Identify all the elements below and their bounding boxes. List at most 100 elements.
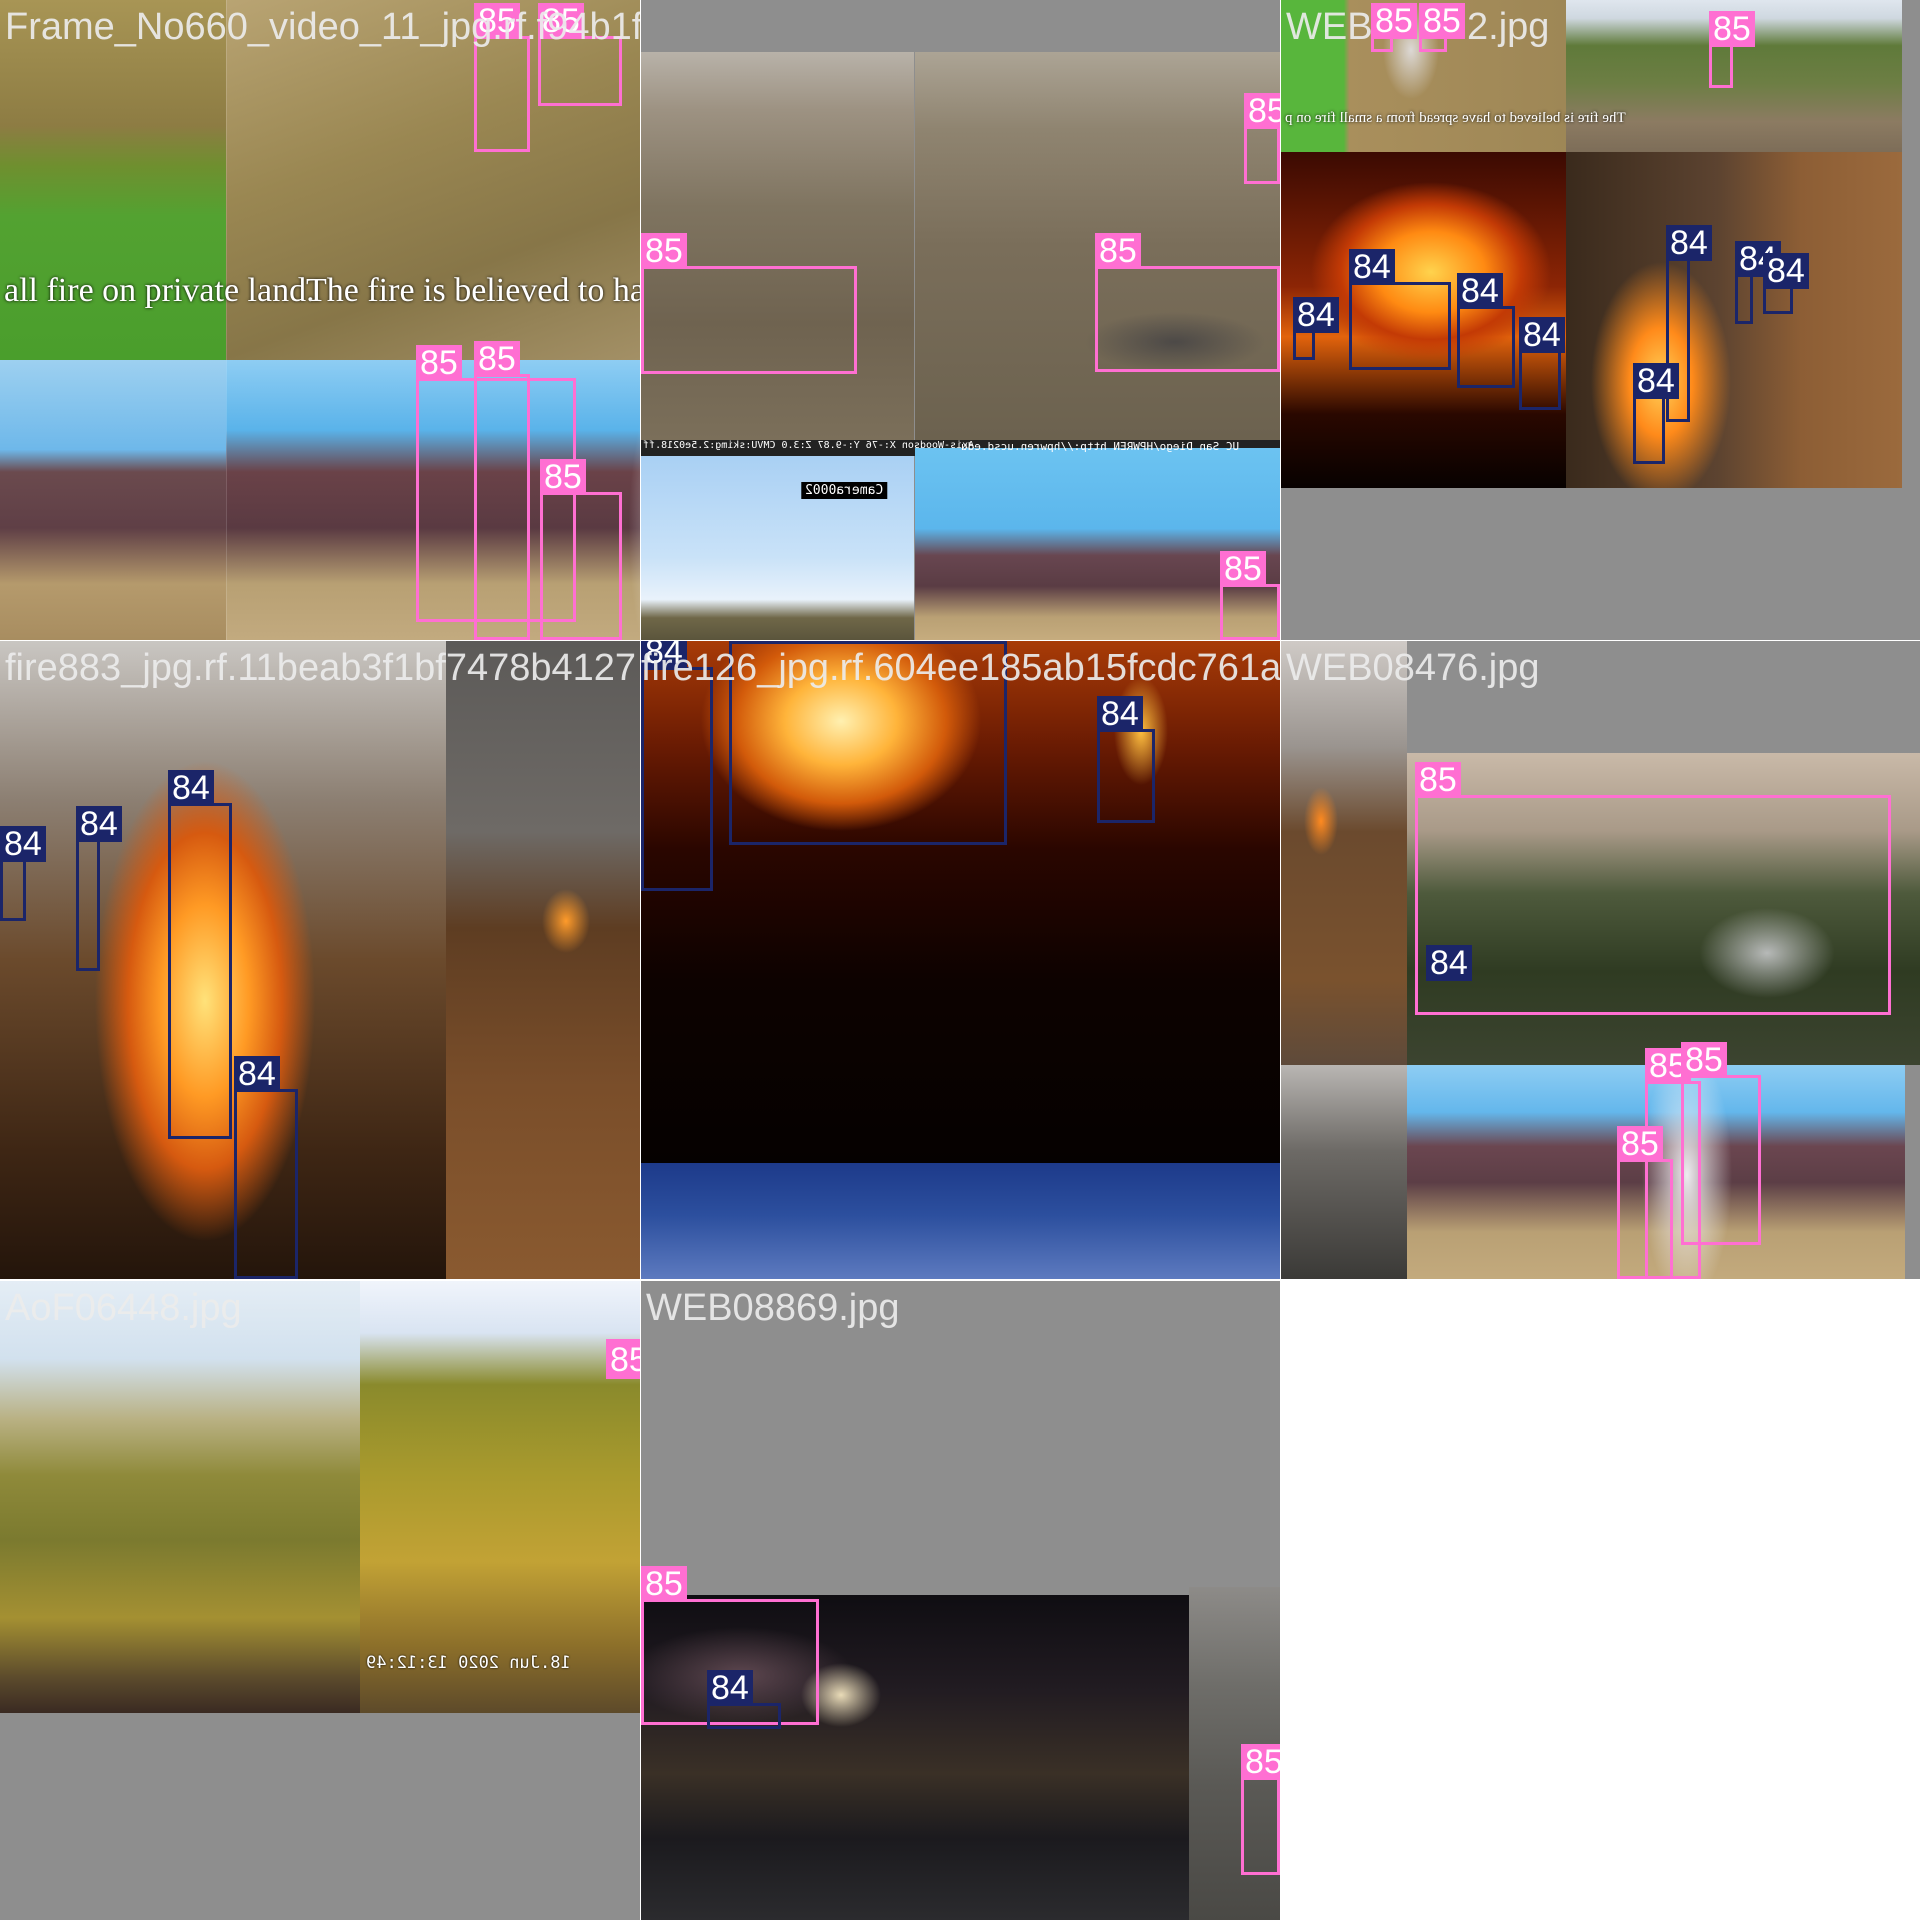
class-label: 85 — [1681, 1042, 1727, 1078]
fire-box: 84 — [1763, 253, 1809, 314]
class-label: 85 — [606, 1342, 640, 1378]
smoke-box: 85 — [641, 233, 857, 374]
smoke-box: 85 — [1617, 1126, 1673, 1279]
class-label: 85 — [641, 1566, 687, 1602]
fire-box: 84 — [1349, 249, 1451, 370]
class-label: 85 — [538, 3, 584, 39]
class-label: 84 — [1763, 253, 1809, 289]
class-label: 84 — [707, 1670, 753, 1706]
moorland-photo-left — [0, 360, 226, 640]
class-label: 85 — [1371, 3, 1417, 39]
night-street-photo — [641, 1595, 1189, 1920]
fire-box: 84 — [1519, 317, 1565, 410]
mirrored-video-caption: The fire is believed to have spread from… — [1285, 110, 1626, 126]
barn-fire-photo — [1281, 641, 1407, 1065]
class-label: 85 — [416, 345, 462, 381]
moorland-smoke-photo — [1407, 1065, 1905, 1279]
grid-separator — [0, 1280, 1280, 1281]
tile-fire883: fire883_jpg.rf.11beab3f1bf7478b4127 84 8… — [0, 641, 640, 1279]
class-label: 84 — [234, 1056, 280, 1092]
class-label: 85 — [540, 459, 586, 495]
smoke-box: 85 — [1419, 3, 1465, 52]
class-label: 85 — [474, 341, 520, 377]
fire-box: 84 — [1735, 241, 1781, 324]
aerial-smoke-photo — [226, 0, 640, 360]
class-label: 84 — [1426, 945, 1472, 981]
smoke-box: 85 — [538, 3, 622, 106]
class-label: 85 — [1244, 93, 1280, 129]
class-label: 85 — [1415, 762, 1461, 798]
sunlit-hill-photo — [360, 1281, 640, 1713]
smoke-box: 85 — [1415, 762, 1891, 1015]
class-label: 84 — [1457, 273, 1503, 309]
moorland-smoke-photo — [226, 360, 640, 640]
tile-web08869: WEB08869.jpg 85 84 85 — [641, 1281, 1280, 1920]
class-label: 84 — [76, 806, 122, 842]
class-label: 84 — [1349, 249, 1395, 285]
class-label: 85 — [1220, 551, 1266, 587]
class-label: 84 — [168, 770, 214, 806]
tile-aof06448: AoF06448.jpg 18.Jun 2020 13:12:49 85 — [0, 1281, 640, 1920]
class-label: 84 — [1633, 363, 1679, 399]
tile-frame-no660: Frame_No660_video_11_jpg.rf.f94b1f2ebb7 … — [0, 0, 640, 640]
tile-web08892: WEB 2.jpg The fire is believed to have s… — [1281, 0, 1920, 640]
axis-stamp: Axis-Woodson X:-76 Y:-9.87 Z:3.0 CMVU:sk… — [643, 440, 975, 451]
smoke-box: 85 — [606, 1339, 640, 1379]
fire-box: 84 — [168, 770, 232, 1139]
tile-seam — [226, 0, 227, 640]
video-caption: The fire is believed to have spread fror — [306, 272, 640, 309]
smoke-box: 85 — [1244, 93, 1280, 184]
grid-separator — [640, 0, 641, 1920]
fire-box: 84 — [1457, 273, 1515, 388]
smoke-box: 85 — [1220, 551, 1280, 640]
camera-stamp: Camera0002 — [801, 482, 888, 499]
class-label: 85 — [1095, 233, 1141, 269]
class-label: 84 — [1293, 297, 1339, 333]
fire-box: 84 — [729, 641, 1007, 845]
smoke-box: 85 — [1095, 233, 1280, 372]
class-label: 84 — [641, 641, 687, 670]
hpwren-stamp: UC San Diego/HPWREN http://hpwren.ucsd.e… — [961, 440, 1240, 453]
smoke-box: 85 — [416, 345, 576, 622]
smoke-box: 85 — [1681, 1042, 1761, 1245]
class-label: 85 — [474, 3, 520, 39]
fire-box: 84 — [76, 806, 122, 971]
class-label: 85 — [641, 233, 687, 269]
moorland-photo — [915, 448, 1280, 640]
smoke-box: 85 — [641, 1566, 819, 1725]
class-label: 84 — [729, 641, 775, 644]
tile-web08476: WEB08476.jpg 85 84 85 85 85 — [1281, 641, 1920, 1279]
fire-box: 84 — [1633, 363, 1679, 464]
smoke-box: 85 — [1371, 3, 1417, 52]
class-label: 85 — [1617, 1126, 1663, 1162]
tile-pirodataset00588: PiroDataset00588.jpg Camera0002 UC San D… — [641, 0, 1280, 640]
forest-fire-photo — [0, 641, 446, 1279]
class-label: 84 — [0, 826, 46, 862]
fire-box: 84 — [1426, 945, 1472, 981]
fire-box: 84 — [0, 826, 46, 921]
class-label: 84 — [1519, 317, 1565, 353]
grid-separator — [0, 640, 1920, 641]
video-caption: all fire on private land. — [4, 272, 315, 309]
smoke-box: 85 — [1241, 1744, 1280, 1875]
forest-barn-fire-photo — [1566, 152, 1902, 488]
barn-fire-photo — [446, 641, 640, 1279]
tile-fire126: fire126_jpg.rf.604ee185ab15fcdc761a84ED … — [641, 641, 1280, 1279]
smoke-box: 85 — [540, 459, 622, 640]
blue-sky-strip — [641, 1163, 1280, 1279]
smoke-box: 85 — [474, 3, 530, 152]
class-label: 85 — [1241, 1744, 1280, 1780]
fire-box: 84 — [1097, 696, 1155, 823]
fire-box: 84 — [1293, 297, 1339, 360]
class-label: 84 — [1666, 225, 1712, 261]
tile-title: WEB08869.jpg — [646, 1287, 900, 1329]
smoke-plume-photo-left — [1281, 1065, 1407, 1279]
fire-box: 84 — [641, 641, 713, 891]
timestamp-stamp: 18.Jun 2020 13:12:49 — [366, 1653, 571, 1673]
class-label: 84 — [1097, 696, 1143, 732]
aerial-hillside-photo — [0, 0, 226, 360]
night-grass-fire-photo — [641, 641, 1280, 1163]
fire-box: 84 — [707, 1670, 781, 1729]
class-label: 85 — [1419, 3, 1465, 39]
